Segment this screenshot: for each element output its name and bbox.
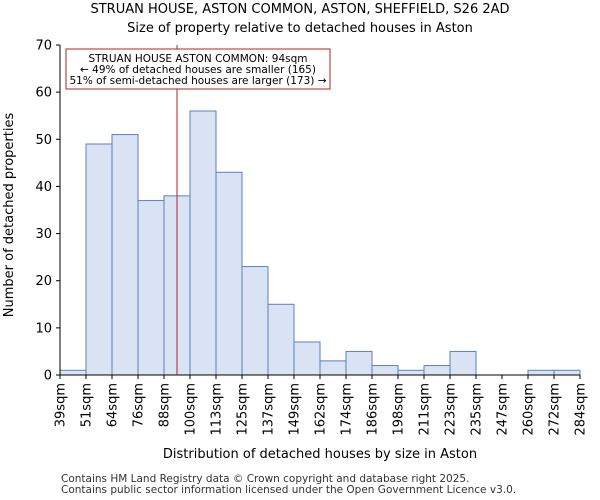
y-tick-label-30: 30	[35, 227, 52, 242]
bar-125sqm	[241, 266, 269, 376]
x-tick-label-100sqm: 100sqm	[184, 383, 199, 436]
bar-211sqm	[423, 365, 451, 376]
x-tick-label-64sqm: 64sqm	[106, 383, 121, 427]
y-tick-label-20: 20	[35, 274, 52, 289]
footer-line-2: Contains public sector information licen…	[61, 484, 517, 496]
bar-198sqm	[397, 369, 425, 376]
bar-174sqm	[345, 350, 373, 376]
bar-39sqm	[59, 369, 87, 376]
x-axis-label: Distribution of detached houses by size …	[163, 447, 477, 462]
annotation-line-3: 51% of semi-detached houses are larger (…	[70, 75, 327, 87]
y-tick-label-40: 40	[35, 180, 52, 195]
plot-area: 0 10 20 30 40 50 60 70 39sqm 51sqm 64sqm 76sqm 88sqm…	[35, 39, 588, 436]
annotation-line-1: STRUAN HOUSE ASTON COMMON: 94sqm	[88, 53, 307, 65]
bar-223sqm	[449, 350, 477, 376]
x-tick-label-76sqm: 76sqm	[132, 383, 147, 427]
x-tick-label-284sqm: 284sqm	[574, 383, 589, 436]
x-tick-label-211sqm: 211sqm	[418, 383, 433, 436]
footer-line-1: Contains HM Land Registry data © Crown c…	[61, 473, 470, 485]
y-tick-label-60: 60	[35, 86, 52, 101]
annotation-line-2: ← 49% of detached houses are smaller (16…	[80, 64, 316, 76]
x-tick-label-51sqm: 51sqm	[80, 383, 95, 427]
y-axis-label: Number of detached properties	[2, 113, 17, 318]
x-tick-label-186sqm: 186sqm	[366, 383, 381, 436]
y-tick-label-0: 0	[44, 369, 52, 384]
bar-113sqm	[215, 171, 243, 376]
x-tick-label-198sqm: 198sqm	[392, 383, 407, 436]
x-tick-label-113sqm: 113sqm	[210, 383, 225, 436]
bar-137sqm	[267, 303, 295, 376]
bar-162sqm	[319, 360, 347, 376]
bar-260sqm	[527, 369, 555, 376]
bar-272sqm	[553, 369, 581, 376]
chart-subtitle: Size of property relative to detached ho…	[127, 21, 473, 36]
y-tick-label-50: 50	[35, 133, 52, 148]
x-tick-label-260sqm: 260sqm	[522, 383, 537, 436]
x-tick-label-88sqm: 88sqm	[158, 383, 173, 427]
y-tick-label-70: 70	[35, 39, 52, 54]
x-tick-label-149sqm: 149sqm	[288, 383, 303, 436]
x-tick-label-39sqm: 39sqm	[54, 383, 69, 427]
bar-76sqm	[137, 200, 165, 376]
x-tick-label-125sqm: 125sqm	[236, 383, 251, 436]
x-tick-label-235sqm: 235sqm	[470, 383, 485, 436]
y-tick-label-10: 10	[35, 321, 52, 336]
annotation-box	[65, 48, 331, 90]
x-tick-label-162sqm: 162sqm	[314, 383, 329, 436]
x-tick-label-137sqm: 137sqm	[262, 383, 277, 436]
chart-title: STRUAN HOUSE, ASTON COMMON, ASTON, SHEFF…	[90, 2, 509, 17]
bar-64sqm	[111, 134, 139, 376]
bar-149sqm	[293, 341, 321, 376]
x-tick-label-272sqm: 272sqm	[548, 383, 563, 436]
x-tick-label-174sqm: 174sqm	[340, 383, 355, 436]
x-tick-label-247sqm: 247sqm	[496, 383, 511, 436]
x-tick-label-223sqm: 223sqm	[444, 383, 459, 436]
bar-186sqm	[371, 365, 399, 376]
bar-51sqm	[85, 143, 113, 376]
bar-100sqm	[189, 110, 217, 376]
